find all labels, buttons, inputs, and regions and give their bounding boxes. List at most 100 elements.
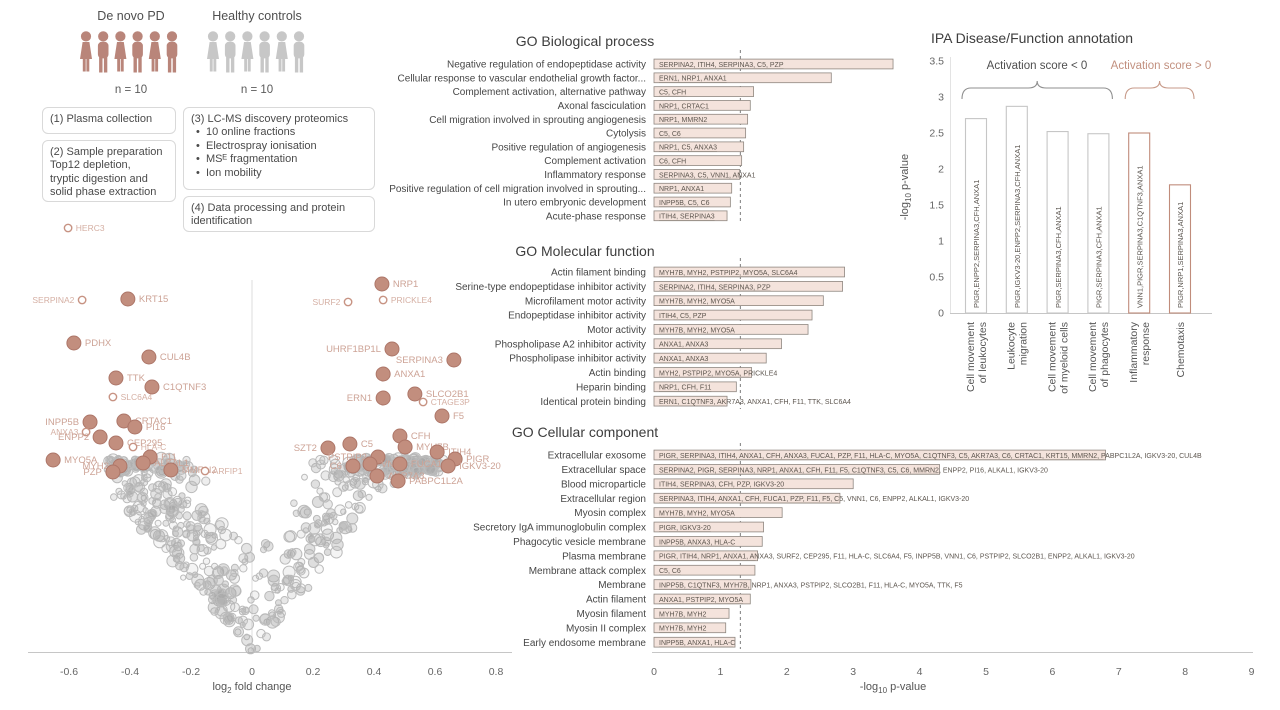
volcano-background-point xyxy=(247,647,255,654)
volcano-point xyxy=(77,295,87,305)
go-bar xyxy=(653,309,813,321)
volcano-background-point xyxy=(339,522,348,531)
go-row-label: Phospholipase A2 inhibitor activity xyxy=(495,339,646,350)
volcano-background-point xyxy=(276,606,284,615)
volcano-background-point xyxy=(189,553,199,562)
go-tick-label: 5 xyxy=(983,666,989,678)
volcano-point xyxy=(81,427,91,437)
volcano-background-point xyxy=(330,545,343,559)
volcano-tick-label: -0.2 xyxy=(182,666,200,678)
volcano-background-point xyxy=(206,574,218,587)
volcano-background-point xyxy=(203,581,210,588)
volcano-background-point xyxy=(154,519,162,527)
volcano-background-point xyxy=(210,544,218,551)
go-bar-proteins: MYH7B, MYH2, PSTPIP2, MYO5A, SLC6A4 xyxy=(659,270,798,277)
go-bar xyxy=(653,58,894,70)
volcano-point xyxy=(390,473,406,489)
volcano-background-point xyxy=(347,523,358,533)
volcano-background-point xyxy=(138,515,145,523)
go-bar-proteins: PIGR, IGKV3-20 xyxy=(659,525,711,532)
title-go-molecular-function: GO Molecular function xyxy=(515,243,655,259)
volcano-background-point xyxy=(307,556,320,569)
volcano-background-point xyxy=(185,572,194,580)
volcano-background-point xyxy=(252,574,260,582)
volcano-point-label: ERN1 xyxy=(347,393,372,404)
volcano-background-point xyxy=(180,574,187,581)
volcano-background-point xyxy=(310,462,322,474)
volcano-point xyxy=(200,466,210,476)
go-bar-proteins: ANXA1, PSTPIP2, MYO5A xyxy=(659,597,743,604)
workflow-box-plasma-collection: (1) Plasma collection xyxy=(42,107,176,134)
go-bar-proteins: PIGR, ITIH4, NRP1, ANXA1, ANXA3, SURF2, … xyxy=(659,554,1135,561)
ipa-bar-proteins: PIGR,SERPINA3,CFH,ANXA1 xyxy=(1054,206,1063,308)
go-bar-proteins: MYH7B, MYH2, MYO5A xyxy=(659,327,735,334)
workflow-box-sample-preparation: (2) Sample preparation Top12 depletion, … xyxy=(42,140,176,202)
ipa-category-label: Cell movement xyxy=(1087,322,1099,392)
volcano-background-point xyxy=(193,581,201,589)
volcano-background-point xyxy=(115,487,123,495)
volcano-background-point xyxy=(405,454,413,462)
volcano-point-label: PDHX xyxy=(85,338,112,349)
volcano-tick-label: -0.4 xyxy=(121,666,139,678)
volcano-background-point xyxy=(162,519,170,527)
volcano-background-point xyxy=(313,533,326,546)
volcano-background-point xyxy=(323,548,332,557)
box-line: (4) Data processing and protein xyxy=(191,202,346,214)
volcano-background-point xyxy=(316,487,324,495)
title-go-biological-process: GO Biological process xyxy=(515,33,655,49)
ipa-bar-proteins: PIGR,ENPP2,SERPINA3,CFH,ANXA1 xyxy=(972,180,981,308)
volcano-point-label: CTAGE3P xyxy=(431,397,470,407)
volcano-background-point xyxy=(231,585,242,597)
volcano-background-point xyxy=(215,592,230,606)
volcano-tick-label: 0.6 xyxy=(428,666,443,678)
go-x-axis-label: -log10 p-value xyxy=(859,681,927,696)
ipa-tick-label: 2.5 xyxy=(929,128,944,140)
volcano-background-point xyxy=(320,470,331,481)
volcano-background-point xyxy=(185,480,198,494)
volcano-point xyxy=(108,392,118,402)
go-row-label: Positive regulation of cell migration in… xyxy=(389,184,646,195)
ipa-bar-proteins: PIGR,NRP1,SERPINA3,ANXA1 xyxy=(1176,202,1185,308)
go-tick-label: 9 xyxy=(1249,666,1255,678)
volcano-point-label: SLC6A4 xyxy=(121,392,153,402)
volcano-tick-label: -0.6 xyxy=(60,666,78,678)
go-bar xyxy=(653,127,747,139)
go-bar xyxy=(653,352,767,364)
volcano-background-point xyxy=(332,487,343,498)
volcano-point xyxy=(384,341,400,357)
volcano-background-point xyxy=(313,521,322,529)
go-row-label: Myosin filament xyxy=(577,609,647,620)
volcano-background-point xyxy=(312,514,321,523)
go-row-label: Microfilament motor activity xyxy=(525,296,646,307)
volcano-point xyxy=(127,419,143,435)
go-bar-proteins: PIGR, SERPINA3, ITIH4, ANXA1, CFH, ANXA3… xyxy=(659,453,1202,460)
go-row-label: Axonal fasciculation xyxy=(558,101,646,112)
ipa-bar xyxy=(1128,132,1151,314)
volcano-point xyxy=(63,223,73,233)
volcano-point-label: MMRN2 xyxy=(182,465,217,476)
go-row-label: Phagocytic vesicle membrane xyxy=(513,537,646,548)
volcano-background-point xyxy=(215,538,227,550)
volcano-point xyxy=(429,444,445,460)
volcano-background-point xyxy=(198,515,206,523)
go-row-label: Actin filament xyxy=(586,595,646,606)
go-bar-proteins: SERPINA2, PIGR, SERPINA3, NRP1, ANXA1, C… xyxy=(659,467,1048,474)
volcano-point xyxy=(128,442,138,452)
volcano-background-point xyxy=(357,489,367,499)
group-n-hc: n = 10 xyxy=(240,84,274,96)
volcano-point xyxy=(105,464,121,480)
volcano-background-point xyxy=(329,458,341,470)
go-row-label: Identical protein binding xyxy=(540,397,646,408)
go-bar-proteins: MYH7B, MYH2 xyxy=(659,611,707,618)
go-bar-proteins: INPP5B, C1QTNF3, MYH7B, NRP1, ANXA3, PST… xyxy=(659,583,963,590)
go-bar xyxy=(653,86,754,97)
go-row-label: Actin filament binding xyxy=(551,268,646,279)
volcano-point xyxy=(82,414,98,430)
go-row-label: Blood microparticle xyxy=(561,479,646,490)
volcano-background-point xyxy=(259,613,271,625)
volcano-point-label: CUL4B xyxy=(160,352,191,363)
volcano-background-point xyxy=(263,541,274,552)
volcano-background-point xyxy=(314,564,324,574)
go-bar-proteins: NRP1, CRTAC1 xyxy=(659,103,709,110)
volcano-background-point xyxy=(279,553,291,565)
